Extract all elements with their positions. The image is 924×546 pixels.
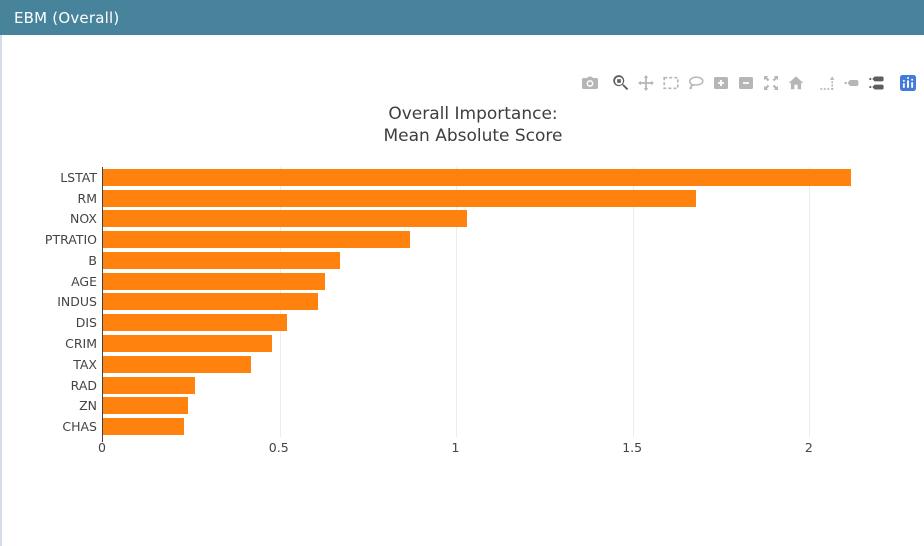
bar-row: LSTAT [60, 167, 922, 188]
importance-bar[interactable] [103, 251, 340, 269]
x-axis-zero-tick [102, 437, 103, 442]
y-axis-label: PTRATIO [44, 232, 97, 248]
importance-bar[interactable] [103, 272, 326, 290]
chart-title: Overall Importance: Mean Absolute Score [22, 103, 924, 147]
chart-title-line-1: Overall Importance: [388, 104, 558, 124]
window-title: EBM (Overall) [14, 8, 120, 27]
chart-panel: Overall Importance: Mean Absolute Score … [0, 35, 924, 546]
y-axis-label: CHAS [62, 419, 97, 435]
plot-area[interactable]: LSTAT RM NOX PTRATIO B AGE INDUS DIS CRIM TAX RAD Z… [45, 167, 922, 437]
bar-row: TAX [73, 354, 922, 375]
hover-compare-icon[interactable] [869, 75, 885, 91]
bar-row: AGE [71, 271, 922, 292]
y-axis-label: LSTAT [60, 169, 97, 185]
bar-row: CHAS [62, 416, 922, 437]
importance-bar[interactable] [103, 168, 852, 186]
importance-bar[interactable] [103, 355, 252, 373]
gridline [456, 167, 458, 437]
y-axis-label: DIS [75, 315, 97, 331]
gridline [632, 167, 634, 437]
importance-bar[interactable] [103, 231, 411, 249]
y-axis-label: INDUS [57, 294, 97, 310]
x-axis-tick-label: 2 [804, 440, 813, 455]
chart-title-line-2: Mean Absolute Score [383, 126, 563, 146]
bar-row: NOX [70, 209, 922, 230]
importance-bar[interactable] [103, 418, 185, 436]
x-axis-tick-labels: 0 0.5 1 1.5 2 [98, 440, 922, 458]
importance-bar[interactable] [103, 397, 188, 415]
importance-bar[interactable] [103, 189, 697, 207]
x-axis-tick-label: 0 [98, 440, 106, 455]
window-title-bar: EBM (Overall) [0, 0, 924, 35]
zoom-icon[interactable] [613, 75, 629, 91]
importance-bar[interactable] [103, 293, 319, 311]
y-axis-label: NOX [70, 211, 97, 227]
lasso-select-icon[interactable] [688, 75, 704, 91]
box-select-icon[interactable] [663, 75, 679, 91]
bar-row: RAD [71, 375, 922, 396]
y-axis-label: CRIM [65, 336, 97, 351]
bar-row: CRIM [65, 333, 922, 354]
y-axis-label: RM [77, 190, 97, 206]
importance-bar[interactable] [103, 314, 287, 332]
bar-row: B [88, 250, 922, 271]
gridline [809, 167, 811, 437]
y-axis-label: B [88, 252, 97, 268]
x-axis-tick-label: 1 [451, 440, 460, 455]
bar-row: ZN [79, 395, 922, 416]
zoom-out-icon[interactable] [738, 75, 754, 91]
bar-row: DIS [76, 312, 922, 333]
x-axis-tick-label: 0.5 [268, 440, 289, 455]
x-axis-tick-label: 1.5 [622, 440, 643, 455]
hover-closest-icon[interactable] [844, 75, 860, 91]
zoom-in-icon[interactable] [713, 75, 729, 91]
y-axis-label: TAX [73, 356, 97, 372]
importance-bar[interactable] [103, 335, 273, 352]
importance-bar[interactable] [103, 376, 195, 394]
autoscale-icon[interactable] [763, 75, 779, 91]
bar-row: INDUS [57, 292, 922, 313]
y-axis-label: AGE [71, 273, 97, 289]
y-axis-label: RAD [70, 377, 97, 393]
pan-icon[interactable] [638, 75, 654, 91]
plotly-modebar [582, 75, 916, 91]
y-axis-label: ZN [79, 398, 97, 414]
bar-row: RM [78, 188, 922, 209]
plotly-logo-icon[interactable] [900, 75, 916, 91]
importance-bar[interactable] [103, 210, 467, 228]
toggle-spikelines-icon[interactable] [819, 75, 835, 91]
reset-axes-icon[interactable] [788, 75, 804, 91]
bar-row: PTRATIO [45, 229, 922, 250]
bar-rows: LSTAT RM NOX PTRATIO B AGE INDUS DIS CRIM TAX RAD Z… [45, 167, 922, 437]
camera-icon[interactable] [582, 75, 598, 91]
